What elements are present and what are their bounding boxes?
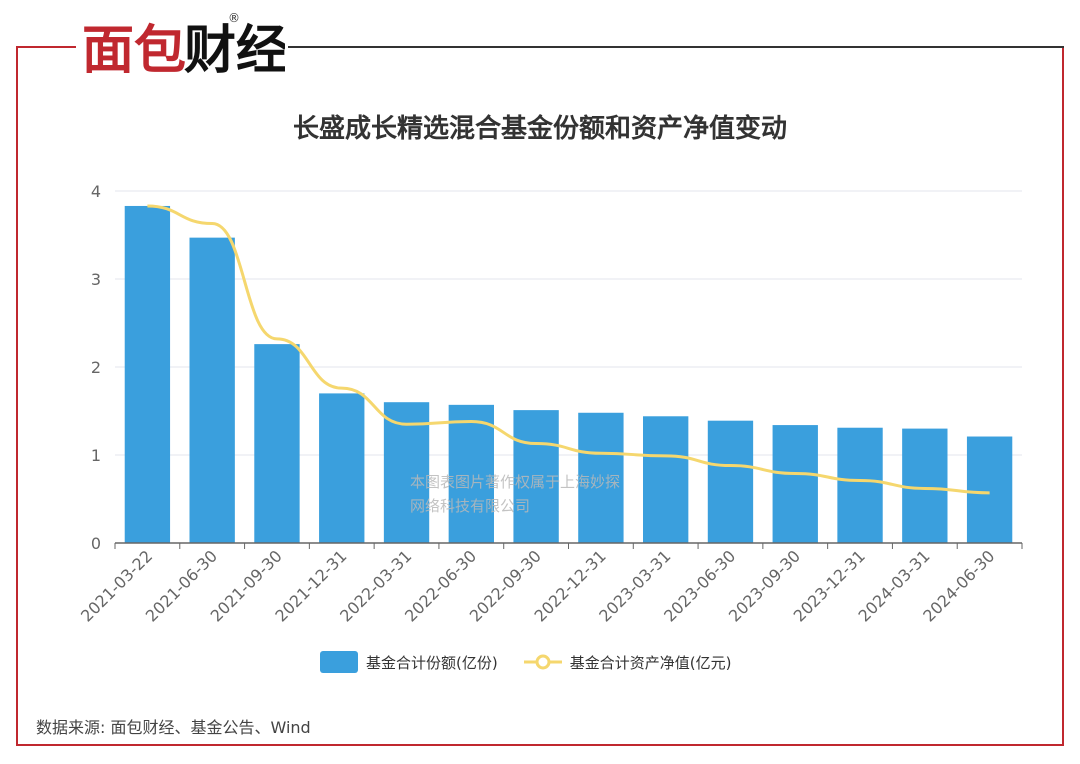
source-note: 数据来源: 面包财经、基金公告、Wind	[36, 718, 311, 737]
bar-2023-03-31[interactable]	[643, 416, 689, 543]
legend-swatch-bar	[320, 651, 358, 673]
legend-item-line[interactable]: 基金合计资产净值(亿元)	[523, 651, 732, 673]
y-tick-label: 1	[91, 446, 101, 465]
bar-2021-06-30[interactable]	[189, 237, 235, 543]
bar-2023-09-30[interactable]	[772, 425, 818, 543]
svg-text:财经: 财经	[184, 21, 285, 80]
watermark: 本图表图片著作权属于上海妙探 网络科技有限公司	[410, 470, 620, 518]
y-tick-label: 0	[91, 534, 101, 553]
chart-frame	[16, 46, 1064, 746]
frame-top-right-line	[288, 46, 1064, 48]
bar-2023-06-30[interactable]	[707, 420, 754, 543]
bar-2024-03-31[interactable]	[902, 428, 948, 543]
chart-title: 长盛成长精选混合基金份额和资产净值变动	[292, 114, 787, 144]
bar-2022-12-31[interactable]	[578, 412, 624, 543]
legend-item-bar[interactable]: 基金合计份额(亿份)	[320, 651, 498, 673]
bar-2021-12-31[interactable]	[319, 393, 365, 543]
y-tick-label: 2	[91, 358, 101, 377]
brand-logo: 面包 财经 ®	[82, 11, 285, 80]
legend-label-bar: 基金合计份额(亿份)	[366, 653, 498, 672]
bar-2021-09-30[interactable]	[254, 344, 300, 543]
bar-series	[124, 205, 1013, 543]
bar-2024-06-30[interactable]	[966, 436, 1013, 543]
bar-2021-03-22[interactable]	[124, 205, 171, 543]
frame-top-left-line	[16, 46, 76, 48]
bar-2022-06-30[interactable]	[448, 404, 494, 543]
watermark-line-2: 网络科技有限公司	[410, 497, 531, 515]
y-tick-labels: 0 1 2 3 4	[91, 182, 101, 553]
y-tick-label: 4	[91, 182, 101, 201]
watermark-line-1: 本图表图片著作权属于上海妙探	[410, 473, 621, 491]
x-axis	[114, 542, 1023, 549]
x-tick-labels: 2021-03-222021-06-302021-09-302021-12-31…	[77, 546, 998, 625]
line-series	[147, 204, 990, 495]
bar-2022-09-30[interactable]	[513, 410, 559, 543]
legend-label-line: 基金合计资产净值(亿元)	[569, 653, 732, 672]
legend-swatch-line	[523, 654, 562, 670]
grid-lines	[115, 190, 1022, 456]
svg-text:面包: 面包	[82, 21, 186, 80]
svg-text:®: ®	[228, 11, 240, 25]
legend: 基金合计份额(亿份) 基金合计资产净值(亿元)	[320, 650, 757, 674]
y-tick-label: 3	[91, 270, 101, 289]
bar-2023-12-31[interactable]	[837, 427, 883, 543]
